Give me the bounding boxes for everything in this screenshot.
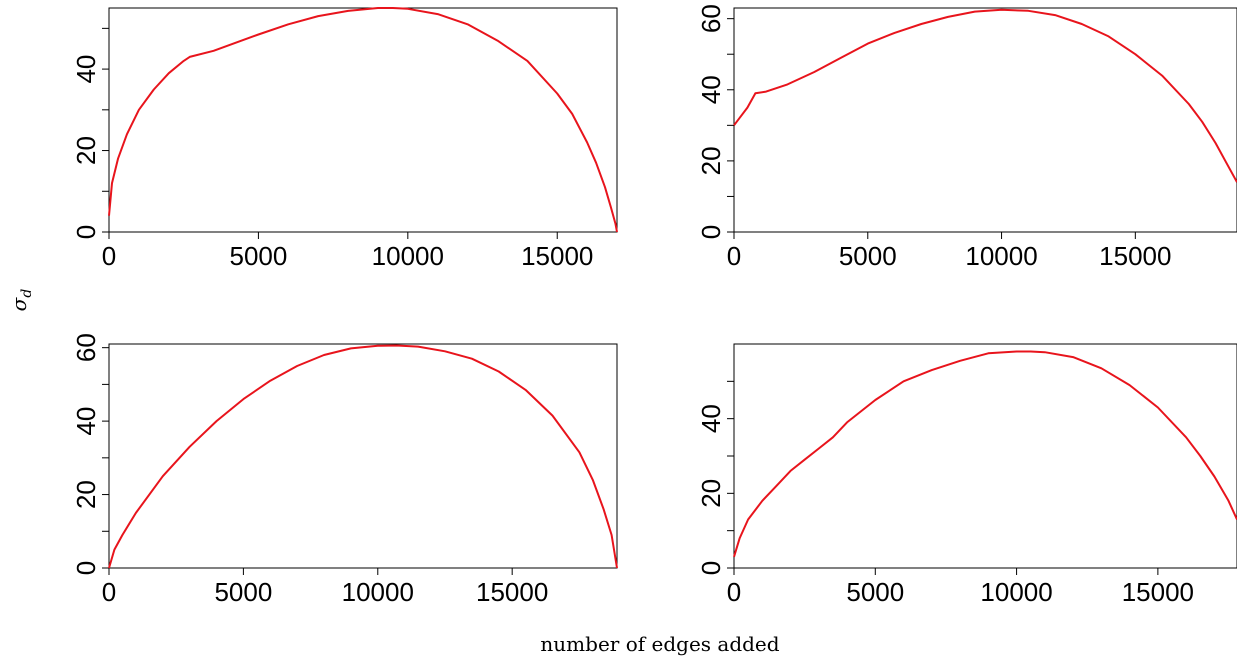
y-axis-title: σd [7,289,35,312]
y-tick-label: 60 [696,4,726,33]
panel-top-right: 0 5000 10000 15000 0 20 40 60 [696,4,1237,271]
x-tick-label: 5000 [839,241,897,271]
y-axis-title-main: σ [7,296,31,311]
x-tick-label: 15000 [476,577,548,607]
x-tick-label: 0 [102,241,116,271]
y-tick-label: 20 [696,479,726,508]
y-tick-label: 20 [71,136,101,165]
series-line [108,344,618,569]
y-tick-label: 20 [71,480,101,509]
y-tick-label: 40 [71,55,101,84]
x-tick-label: 10000 [965,241,1037,271]
x-tick-label: 5000 [229,241,287,271]
series-line [108,7,618,233]
x-tick-label: 15000 [1099,241,1171,271]
x-tick-label: 0 [727,241,741,271]
y-tick-label: 0 [71,225,101,239]
plot-frame [733,7,1237,233]
y-tick-label: 0 [696,225,726,239]
panel-bottom-left: 0 5000 10000 15000 0 20 40 60 [71,333,618,607]
x-tick-label: 15000 [1122,577,1194,607]
series-line [733,8,1237,183]
y-tick-label: 0 [696,561,726,575]
panel-top-left: 0 5000 10000 15000 0 20 40 [71,7,618,271]
y-tick-label: 60 [71,333,101,362]
series-line [733,350,1237,558]
plot-frame [108,7,618,233]
x-tick-label: 10000 [342,577,414,607]
y-tick-label: 40 [696,75,726,104]
x-axis-title: number of edges added [540,632,779,656]
y-axis-title-sub: d [19,289,35,298]
x-tick-label: 10000 [980,577,1052,607]
x-tick-label: 0 [727,577,741,607]
y-tick-label: 20 [696,146,726,175]
x-tick-label: 5000 [846,577,904,607]
chart-panels: 0 5000 10000 15000 0 20 40 0 5000 10000 15000 0 20 40… [71,4,1237,607]
y-tick-label: 40 [696,404,726,433]
x-tick-label: 0 [102,577,116,607]
y-tick-label: 0 [71,561,101,575]
x-tick-label: 15000 [521,241,593,271]
plot-frame [108,343,618,569]
panel-bottom-right: 0 5000 10000 15000 0 20 40 [696,343,1237,607]
x-tick-label: 10000 [372,241,444,271]
x-tick-label: 5000 [214,577,272,607]
y-tick-label: 40 [71,407,101,436]
